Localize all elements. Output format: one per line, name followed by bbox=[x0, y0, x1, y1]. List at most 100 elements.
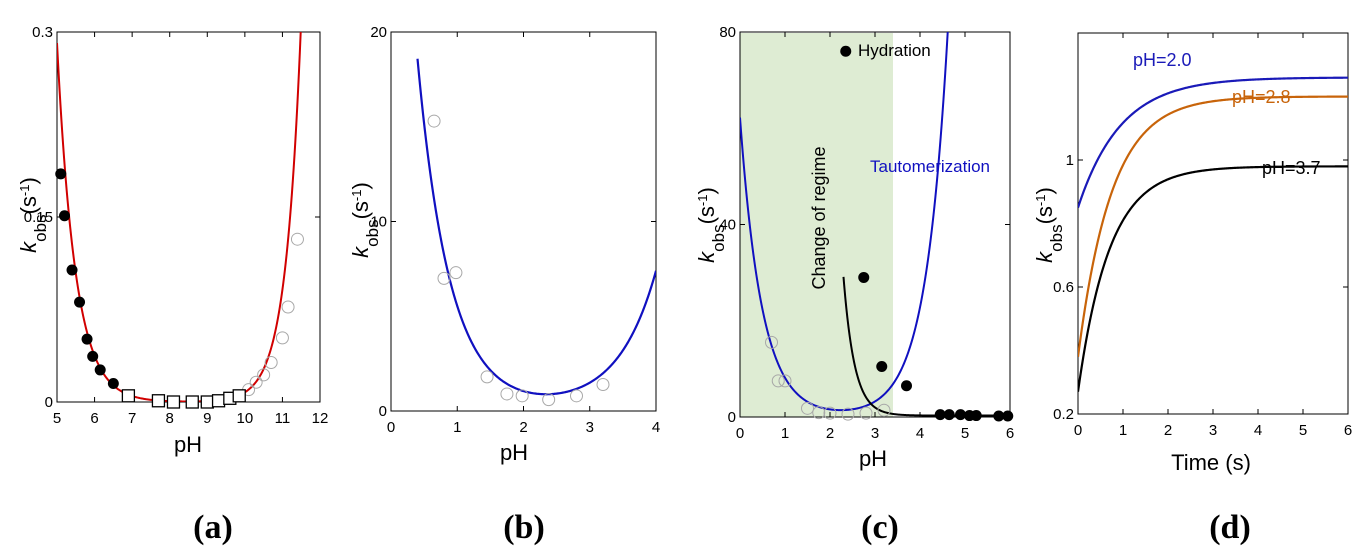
panel-a-caption: (a) bbox=[193, 509, 233, 546]
data-point-filled bbox=[993, 410, 1005, 422]
panel-a-frame bbox=[56, 31, 321, 403]
panel-c-ylabel: kobs(s-1) bbox=[694, 187, 728, 263]
x-tick-label: 11 bbox=[275, 410, 291, 427]
x-tick-label: 4 bbox=[1254, 422, 1262, 439]
series-line-1 bbox=[1078, 95, 1348, 357]
series-line-0 bbox=[1078, 76, 1348, 208]
panel-b-caption: (b) bbox=[503, 509, 545, 546]
y-tick-label: 0 bbox=[379, 403, 387, 420]
data-point-open bbox=[823, 406, 837, 420]
data-point-square bbox=[232, 389, 246, 403]
data-point-square bbox=[211, 394, 226, 408]
data-point-filled bbox=[840, 45, 852, 57]
panel-b: 0 1 2 3 4 0 10 20 kobs(s-1) pH (b) bbox=[348, 24, 660, 546]
panel-d-plot: 0 1 2 3 4 5 6 0.2 0.6 1 bbox=[1053, 33, 1352, 439]
data-point-open bbox=[275, 331, 289, 345]
x-tick-label: 6 bbox=[90, 410, 98, 427]
data-point-open bbox=[249, 375, 263, 389]
panel-c: 0 1 2 3 4 5 6 0 40 80 Hydration Tautomerization C… bbox=[694, 24, 1014, 546]
data-point-open bbox=[765, 335, 778, 349]
series-label-ph-3-7: pH=3.7 bbox=[1262, 158, 1321, 178]
x-tick-label: 0 bbox=[1074, 422, 1082, 439]
data-point-filled bbox=[858, 271, 870, 283]
data-point-filled bbox=[970, 410, 982, 422]
data-point-filled bbox=[1002, 410, 1014, 422]
y-tick-label: 0.3 bbox=[32, 24, 53, 41]
data-point-filled bbox=[107, 378, 119, 389]
data-point-open bbox=[596, 377, 610, 391]
x-tick-label: 1 bbox=[1119, 422, 1127, 439]
x-tick-label: 5 bbox=[1299, 422, 1307, 439]
data-point-filled bbox=[876, 360, 888, 372]
y-tick-label: 80 bbox=[719, 24, 736, 41]
data-point-square bbox=[185, 395, 199, 409]
data-point-square bbox=[121, 389, 136, 403]
x-tick-label: 10 bbox=[237, 410, 254, 427]
x-tick-label: 5 bbox=[961, 425, 969, 442]
data-point-open bbox=[841, 407, 855, 421]
panel-d-frame bbox=[1077, 32, 1349, 415]
y-tick-label: 20 bbox=[370, 24, 387, 41]
panel-a: 5 6 7 8 9 10 11 12 0 0.15 0.3 kobs(s-1) pH (a) bbox=[16, 24, 329, 546]
x-tick-label: 3 bbox=[586, 419, 594, 436]
x-tick-label: 1 bbox=[781, 425, 789, 442]
data-point-open bbox=[801, 401, 814, 415]
data-point-open bbox=[812, 406, 826, 420]
x-tick-label: 4 bbox=[652, 419, 660, 436]
series-label-ph-2-0: pH=2.0 bbox=[1133, 50, 1192, 70]
series-label-ph-2-8: pH=2.8 bbox=[1232, 87, 1291, 107]
x-tick-label: 5 bbox=[53, 410, 61, 427]
panel-c-curves bbox=[740, 32, 1010, 417]
data-point-open bbox=[771, 374, 785, 388]
panel-c-plot: 0 1 2 3 4 5 6 0 40 80 bbox=[719, 24, 1014, 442]
panel-a-curves bbox=[57, 32, 302, 402]
data-point-open bbox=[449, 266, 463, 280]
data-point-filled bbox=[87, 350, 99, 362]
y-tick-label: 1 bbox=[1066, 152, 1074, 169]
y-tick-label: 0.2 bbox=[1053, 406, 1074, 423]
data-point-open bbox=[570, 389, 583, 403]
data-point-filled bbox=[901, 380, 912, 392]
panel-d-xlabel: Time (s) bbox=[1171, 450, 1251, 475]
data-point-filled bbox=[55, 168, 67, 180]
panel-d-curves bbox=[1078, 76, 1348, 392]
data-point-filled bbox=[94, 364, 106, 376]
change-of-regime-shading bbox=[740, 33, 893, 417]
tautomerization-curve bbox=[740, 32, 949, 412]
x-tick-label: 1 bbox=[453, 419, 461, 436]
y-tick-label: 0.15 bbox=[24, 209, 53, 226]
fit-curve-red bbox=[57, 32, 302, 402]
y-tick-label: 0 bbox=[728, 409, 736, 426]
data-point-open bbox=[257, 368, 271, 382]
x-tick-label: 2 bbox=[1164, 422, 1172, 439]
x-tick-label: 0 bbox=[736, 425, 744, 442]
hydration-annotation: Hydration bbox=[858, 41, 931, 60]
x-tick-label: 6 bbox=[1006, 425, 1014, 442]
data-point-filled bbox=[943, 409, 955, 421]
panel-b-points bbox=[427, 114, 610, 407]
panel-b-xlabel: pH bbox=[500, 440, 528, 465]
y-tick-label: 10 bbox=[370, 214, 387, 231]
y-tick-label: 0.6 bbox=[1053, 279, 1074, 296]
data-point-open bbox=[877, 403, 891, 417]
data-point-filled bbox=[66, 264, 78, 276]
x-tick-label: 9 bbox=[203, 410, 211, 427]
x-tick-label: 12 bbox=[312, 410, 329, 427]
panel-c-points bbox=[765, 45, 1014, 422]
panel-d-ylabel: kobs(s-1) bbox=[1032, 187, 1066, 263]
panel-d-caption: (d) bbox=[1209, 509, 1251, 546]
data-point-filled bbox=[74, 296, 86, 308]
x-tick-label: 4 bbox=[916, 425, 924, 442]
data-point-open bbox=[290, 232, 304, 246]
tautomerization-annotation: Tautomerization bbox=[870, 157, 990, 176]
panel-a-points bbox=[55, 168, 304, 409]
data-point-square bbox=[200, 395, 214, 409]
data-point-filled bbox=[955, 409, 966, 421]
panel-c-caption: (c) bbox=[861, 509, 899, 546]
panel-b-ylabel: kobs(s-1) bbox=[348, 182, 382, 258]
data-point-open bbox=[281, 300, 295, 314]
data-point-open bbox=[859, 406, 873, 420]
y-tick-label: 40 bbox=[719, 217, 736, 234]
data-point-open bbox=[500, 387, 514, 401]
